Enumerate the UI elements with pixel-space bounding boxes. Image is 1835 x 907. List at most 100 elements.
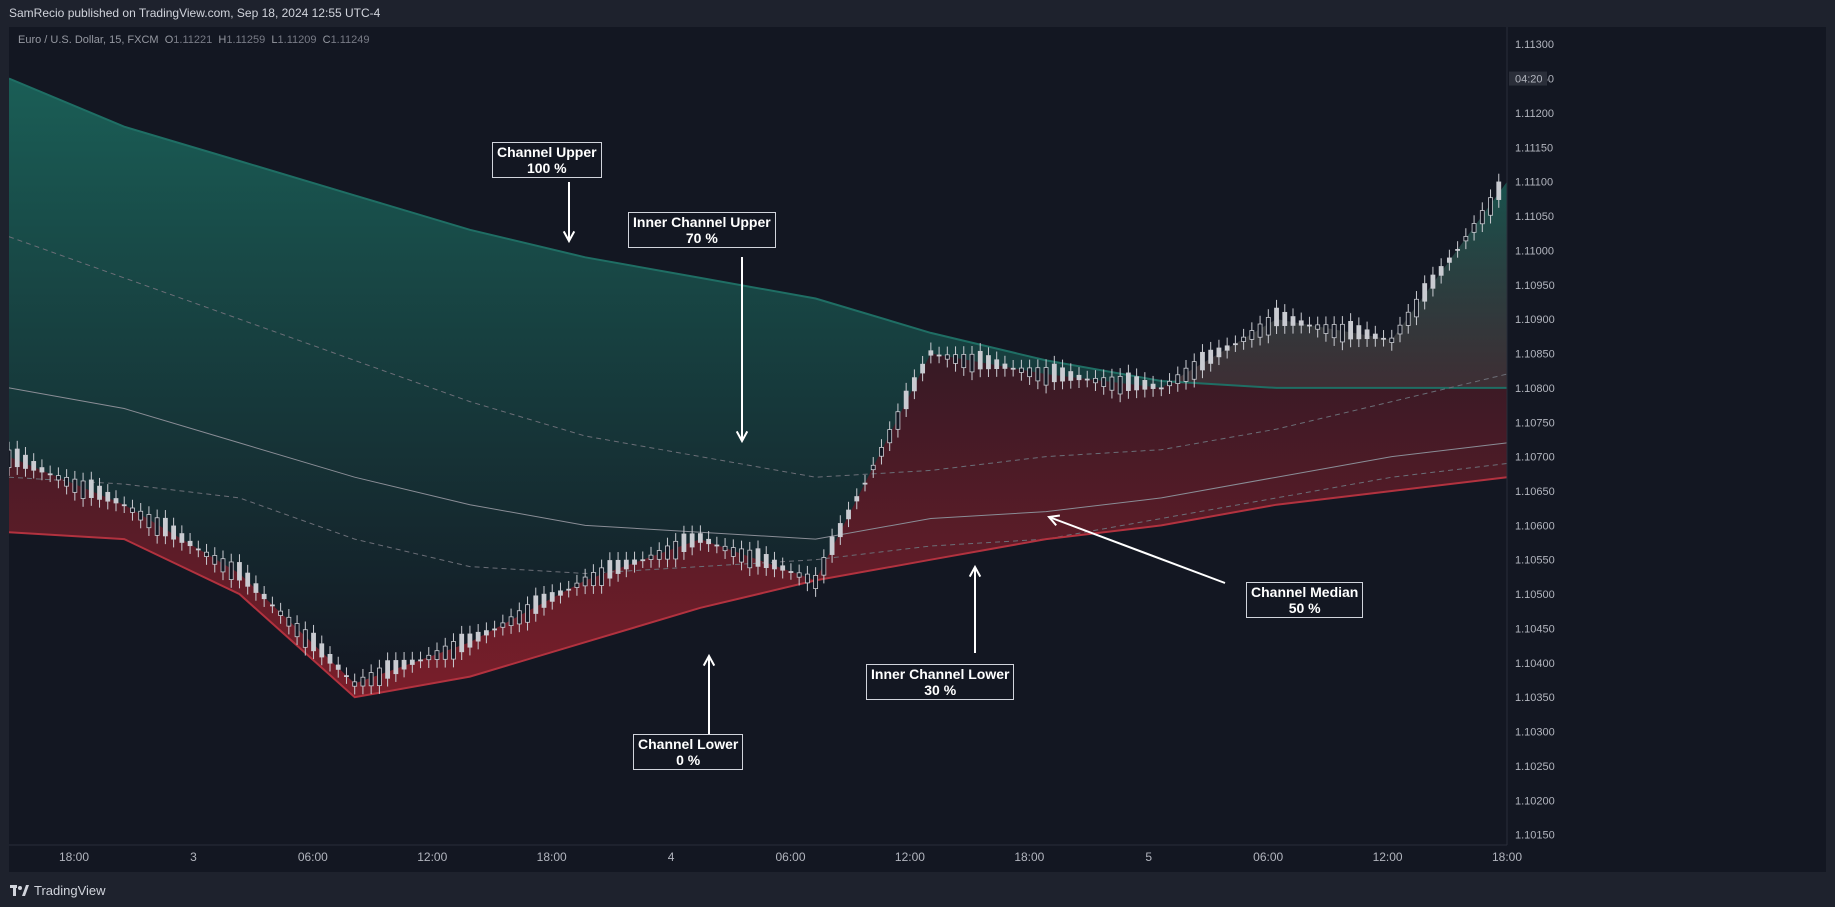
candle-body xyxy=(1438,266,1444,276)
candle-body xyxy=(722,545,728,552)
candle-body xyxy=(1339,323,1345,343)
candle-body xyxy=(88,479,94,498)
candle-body xyxy=(714,544,720,547)
candle-body xyxy=(418,659,423,662)
candle-body xyxy=(1307,324,1312,327)
candle-body xyxy=(1331,324,1337,339)
candle-body xyxy=(582,576,588,587)
candle-body xyxy=(1142,380,1148,390)
annotation-inner-channel-upper: Inner Channel Upper 70 % xyxy=(628,212,776,248)
candle-body xyxy=(55,475,61,481)
candle-body xyxy=(788,571,794,573)
price-chart[interactable]: 1.113001.112501.112001.111501.111001.110… xyxy=(9,27,1826,872)
price-tick-label: 1.11050 xyxy=(1515,211,1554,223)
candle-body xyxy=(237,562,242,581)
candle-body xyxy=(294,623,300,638)
candle-body xyxy=(1249,330,1255,340)
candle-body xyxy=(903,390,909,410)
candle-body xyxy=(706,538,712,545)
price-tick-label: 1.10350 xyxy=(1515,692,1555,704)
candle-body xyxy=(1496,181,1502,200)
candle-body xyxy=(1150,383,1156,389)
candle-body xyxy=(763,554,769,569)
candle-body xyxy=(179,533,185,543)
price-tick-label: 1.11300 xyxy=(1515,39,1554,51)
candle-body xyxy=(401,659,407,670)
candle-body xyxy=(1488,197,1493,216)
candle-body xyxy=(541,593,547,608)
candle-body xyxy=(977,350,983,370)
publisher-text: SamRecio published on TradingView.com, S… xyxy=(9,6,381,20)
candle-body xyxy=(47,473,53,476)
candle-body xyxy=(475,631,481,642)
candle-body xyxy=(533,595,539,614)
candle-body xyxy=(335,664,341,670)
candle-body xyxy=(1043,367,1049,386)
time-tick-label: 18:00 xyxy=(59,850,89,864)
candle-body xyxy=(253,583,259,593)
candle-body xyxy=(854,496,860,502)
candle-body xyxy=(1060,367,1065,382)
candle-body xyxy=(986,355,991,370)
price-tick-label: 1.10450 xyxy=(1515,623,1555,635)
candle-body xyxy=(1191,361,1197,380)
candle-body xyxy=(681,533,687,553)
candle-body xyxy=(772,559,777,570)
candle-body xyxy=(1200,351,1205,371)
annotation-channel-median: Channel Median 50 % xyxy=(1246,582,1364,618)
candle-body xyxy=(204,551,209,557)
tradingview-logo[interactable]: TradingView xyxy=(10,883,106,898)
candle-body xyxy=(911,377,917,392)
candle-body xyxy=(1274,307,1279,327)
candle-body xyxy=(500,622,506,628)
channel-median-line xyxy=(9,387,1508,540)
candle-body xyxy=(1051,363,1057,383)
channel-upper-line xyxy=(9,77,1507,389)
candle-body xyxy=(549,592,555,602)
symbol-name: Euro / U.S. Dollar, 15, FXCM xyxy=(18,34,159,46)
close-label: C xyxy=(322,34,331,46)
price-tick-label: 1.10700 xyxy=(1515,452,1555,464)
candle-body xyxy=(1323,324,1329,334)
candle-body xyxy=(739,548,744,563)
candle-body xyxy=(747,549,753,569)
candle-body xyxy=(1035,367,1041,382)
candle-body xyxy=(1224,345,1230,351)
candle-body xyxy=(245,572,251,587)
candle-body xyxy=(269,604,275,607)
candle-body xyxy=(352,681,358,687)
candle-body xyxy=(599,567,605,586)
price-tick-label: 1.11100 xyxy=(1515,177,1553,189)
candle-body xyxy=(195,548,201,551)
price-tick-label: 1.10200 xyxy=(1515,795,1555,807)
candle-body xyxy=(228,561,234,580)
time-tick-label: 12:00 xyxy=(1373,850,1403,864)
candle-body xyxy=(1389,337,1395,343)
publisher-bar: SamRecio published on TradingView.com, S… xyxy=(0,0,1835,27)
symbol-legend: Euro / U.S. Dollar, 15, FXCM O1.11221 H1… xyxy=(18,34,370,46)
upper-channel-fill xyxy=(9,78,1507,684)
chart-frame[interactable]: 1.113001.112501.112001.111501.111001.110… xyxy=(9,27,1826,872)
time-tick-label: 18:00 xyxy=(537,850,567,864)
price-tick-label: 1.10400 xyxy=(1515,658,1555,670)
candle-body xyxy=(1364,329,1370,340)
candle-body xyxy=(607,560,613,579)
price-tick-label: 1.11000 xyxy=(1515,245,1554,257)
candle-body xyxy=(171,525,177,540)
price-tick-label: 1.10150 xyxy=(1515,830,1555,842)
candle-body xyxy=(1290,316,1296,326)
candle-body xyxy=(895,411,901,430)
low-value: 1.11209 xyxy=(277,34,317,46)
price-tick-label: 1.10550 xyxy=(1515,555,1555,567)
candle-body xyxy=(1282,311,1288,326)
candle-body xyxy=(1175,374,1181,384)
candle-body xyxy=(1101,377,1107,387)
candle-body xyxy=(14,448,20,468)
candle-body xyxy=(821,557,827,576)
candle-body xyxy=(31,461,37,471)
candle-body xyxy=(360,676,366,687)
candle-body xyxy=(97,485,102,500)
arrow-channel-median-head xyxy=(1047,514,1061,526)
candle-body xyxy=(1134,376,1140,391)
candle-body xyxy=(1183,367,1189,382)
